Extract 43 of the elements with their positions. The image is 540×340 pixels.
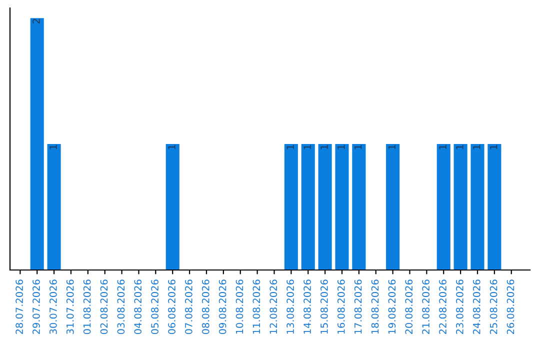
x-tick-label: 31.07.2026 [66,280,74,334]
x-tick-label: 04.08.2026 [134,280,142,334]
x-tick-label: 22.08.2026 [439,280,446,334]
x-tick-label: 17.08.2026 [354,280,362,334]
x-tick-label: 09.08.2026 [218,280,226,334]
data-label: 2 [32,19,40,24]
data-label: 1 [490,144,498,150]
x-tick-label: 07.08.2026 [185,280,192,334]
x-tick-label: 25.08.2026 [490,280,498,334]
x-tick-label: 14.08.2026 [304,280,311,334]
x-tick-label: 01.08.2026 [83,280,91,334]
x-tick-label: 29.07.2026 [32,280,40,334]
x-tick-label: 11.08.2026 [252,280,260,334]
x-tick-label: 06.08.2026 [168,280,176,334]
x-tick-label: 24.08.2026 [472,280,480,334]
x-tick-label: 21.08.2026 [422,280,430,334]
x-tick-label: 20.08.2026 [405,280,413,334]
x-tick-label: 30.07.2026 [50,280,57,334]
x-tick-label: 12.08.2026 [270,280,278,334]
data-label: 1 [338,144,345,150]
data-label: 1 [456,144,464,150]
x-tick-label: 18.08.2026 [371,280,379,334]
x-tick-label: 19.08.2026 [388,280,396,334]
data-label: 1 [473,144,480,150]
data-label: 1 [304,144,311,150]
x-tick-label: 08.08.2026 [202,280,210,334]
data-label: 1 [168,144,176,150]
x-tick-label: 13.08.2026 [286,280,294,334]
x-tick-label: 03.08.2026 [117,280,125,334]
data-label: 1 [354,144,362,150]
data-label: 1 [320,144,328,150]
data-label: 1 [50,144,57,150]
x-tick-label: 10.08.2026 [236,280,244,334]
data-label: 1 [388,144,396,150]
x-tick-label: 02.08.2026 [100,280,108,334]
data-label: 1 [286,144,294,150]
x-tick-label: 28.07.2026 [16,280,23,334]
x-tick-label: 23.08.2026 [456,280,464,334]
x-tick-label: 05.08.2026 [151,280,158,334]
data-label: 1 [439,144,446,150]
x-tick-label: 16.08.2026 [337,280,345,334]
x-tick-label: 26.08.2026 [506,280,514,334]
x-tick-label: 15.08.2026 [320,280,328,334]
